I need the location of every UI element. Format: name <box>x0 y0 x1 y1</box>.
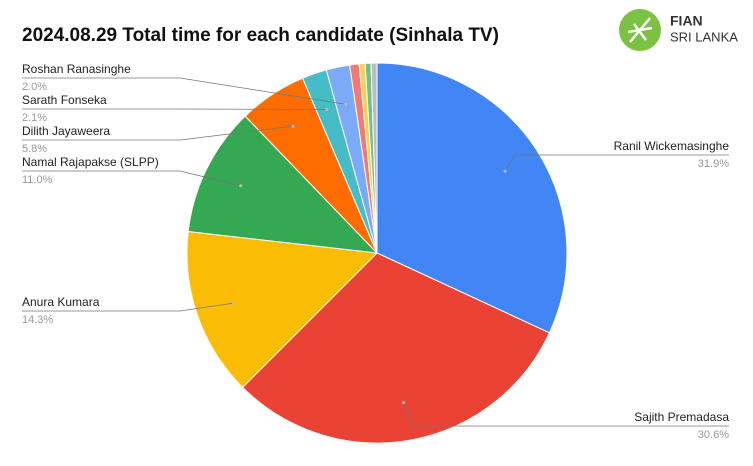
leader-line <box>22 77 346 105</box>
pie-slice <box>376 62 568 334</box>
slice-label: Sarath Fonseka <box>22 93 107 107</box>
leader-line <box>22 108 327 110</box>
slice-value-label: 31.9% <box>698 158 729 170</box>
slice-value-label: 5.8% <box>22 143 47 155</box>
leader-line <box>504 154 729 172</box>
leader-line <box>22 170 241 187</box>
logo-subtitle: SRI LANKA <box>670 29 738 44</box>
leader-dot <box>239 184 243 188</box>
leader-dot <box>344 102 348 106</box>
leader-dot <box>291 124 295 128</box>
logo-name: FIAN <box>670 13 703 29</box>
slice-label: Roshan Ranasinghe <box>22 62 131 76</box>
slice-label: Anura Kumara <box>22 295 100 309</box>
pie-slice <box>370 62 378 254</box>
leader-line <box>22 125 294 141</box>
leader-line <box>22 302 234 312</box>
pie-slice <box>241 252 551 444</box>
leader-dot <box>232 301 236 305</box>
slice-label: Ranil Wickemasinghe <box>614 139 730 153</box>
slice-label: Dilith Jayaweera <box>22 124 110 138</box>
logo: FIAN SRI LANKA <box>619 9 738 51</box>
leader-line <box>403 402 729 427</box>
slice-label: Sajith Premadasa <box>634 410 729 424</box>
slice-value-label: 2.1% <box>22 112 47 124</box>
leader-dot <box>402 401 406 405</box>
chart-title: 2024.08.29 Total time for each candidate… <box>22 25 499 46</box>
slice-value-label: 2.0% <box>22 81 47 93</box>
pie-slice <box>186 231 379 389</box>
logo-mark <box>627 17 653 43</box>
slice-value-label: 30.6% <box>698 429 729 441</box>
slice-value-label: 14.3% <box>22 314 53 326</box>
leader-dot <box>503 169 507 173</box>
slice-label: Namal Rajapakse (SLPP) <box>22 155 159 169</box>
leader-dot <box>325 108 329 112</box>
slice-value-label: 11.0% <box>22 174 53 186</box>
pie-slice <box>187 115 379 254</box>
